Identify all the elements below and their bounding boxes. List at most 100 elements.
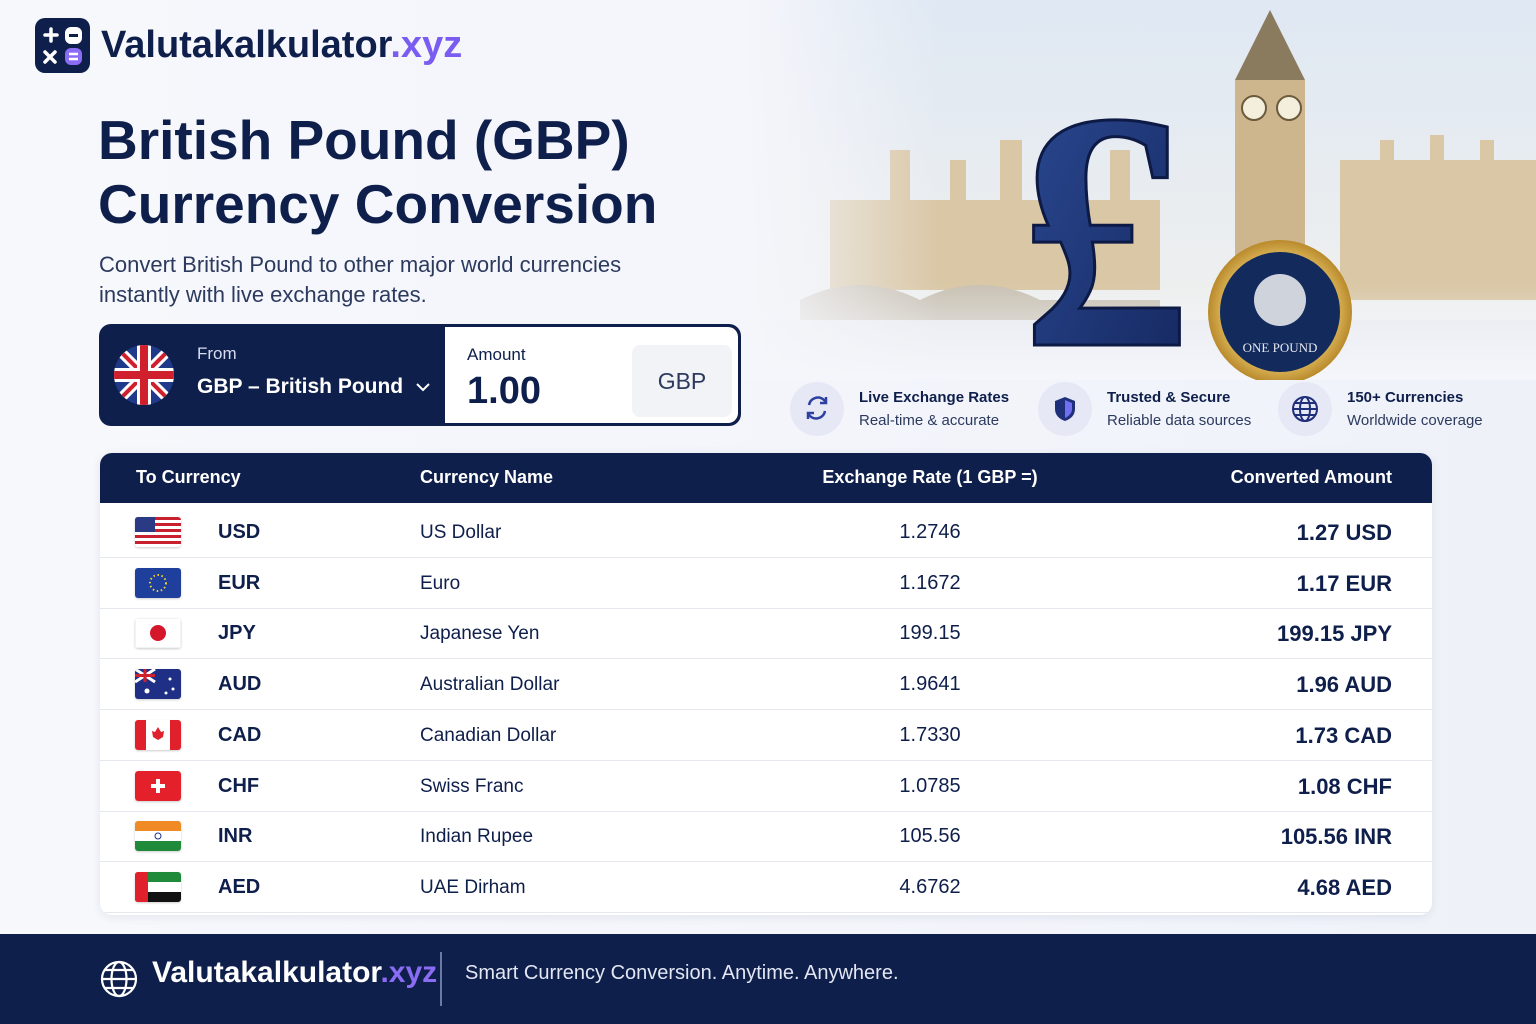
feature-title: 150+ Currencies	[1347, 389, 1464, 406]
converted-amount: 1.08 CHF	[1297, 773, 1392, 799]
globe-icon	[100, 960, 138, 998]
currency-code: AED	[218, 875, 261, 898]
from-label: From	[197, 344, 237, 363]
converted-amount: 105.56 INR	[1280, 824, 1392, 850]
currency-code: CAD	[218, 723, 262, 746]
currency-name: US Dollar	[420, 522, 502, 543]
currency-code: EUR	[218, 571, 261, 594]
column-header: Currency Name	[420, 467, 554, 487]
coin-text: ONE POUND	[1243, 340, 1318, 355]
flag-image	[135, 719, 181, 750]
fade	[740, 0, 1536, 380]
converted-amount: 4.68 AED	[1297, 874, 1392, 900]
column-header: Converted Amount	[1230, 467, 1392, 487]
converter: From GBP – British Pound Amount 1.00 GBP	[99, 324, 741, 426]
table-row: JPY Japanese Yen 199.15 199.15 JPY	[100, 608, 1432, 660]
amount-box[interactable]: Amount 1.00 GBP	[445, 327, 738, 423]
table-row: INR Indian Rupee 105.56 105.56 INR	[100, 811, 1432, 863]
exchange-rate: 105.56	[899, 825, 961, 848]
from-value: GBP – British Pound	[197, 375, 404, 398]
rates-table: To Currency Currency Name Exchange Rate (1…	[100, 453, 1432, 915]
converted-amount: 1.27 USD	[1296, 520, 1392, 545]
currency-code: AUD	[218, 673, 262, 696]
exchange-rate: 1.2746	[899, 521, 961, 543]
subtitle-line: Convert British Pound to other major wor…	[99, 252, 622, 277]
title-line: Currency Conversion	[98, 173, 658, 235]
exchange-rate: 1.7330	[899, 723, 961, 746]
feature-subtitle: Reliable data sources	[1107, 412, 1252, 429]
column-header: To Currency	[136, 467, 241, 487]
flag	[135, 719, 181, 750]
flag	[135, 821, 181, 852]
currency-code: JPY	[218, 622, 256, 645]
converted-amount: 1.96 AUD	[1296, 672, 1392, 698]
subtitle: Convert British Pound to other major wor…	[99, 250, 621, 310]
flag	[135, 770, 181, 801]
converted-amount: 199.15 JPY	[1277, 621, 1392, 647]
title-line: British Pound (GBP)	[98, 109, 630, 171]
converted-amount: 1.17 EUR	[1296, 570, 1392, 596]
table-header: To Currency Currency Name Exchange Rate (1…	[100, 453, 1432, 503]
flag	[134, 667, 181, 700]
hero-image: £ ONE POUND	[740, 0, 1536, 380]
currency-name: Japanese Yen	[420, 623, 540, 645]
logo-name: Valutakalkulator	[101, 24, 391, 66]
gb-flag	[114, 345, 174, 405]
amount-label: Amount	[467, 345, 526, 364]
flag-image	[135, 770, 181, 801]
currency-code: INR	[218, 825, 253, 848]
currency-code: USD	[218, 521, 261, 543]
chevron	[416, 383, 430, 392]
amount-value: 1.00	[467, 370, 541, 412]
divider	[440, 952, 442, 1006]
flag-image	[135, 871, 181, 902]
flag-image	[134, 667, 181, 700]
logo-text: Valutakalkulator.xyz	[101, 24, 462, 67]
feature-subtitle: Worldwide coverage	[1347, 412, 1483, 429]
column-header: Exchange Rate (1 GBP =)	[822, 467, 1038, 487]
exchange-rate: 4.6762	[899, 875, 961, 898]
logo-tld: .xyz	[390, 24, 463, 66]
pound-symbol: £	[1020, 42, 1190, 380]
footer-brand: Valutakalkulator.xyz	[152, 956, 437, 990]
currency-name: Indian Rupee	[420, 826, 534, 848]
exchange-rate: 1.0785	[899, 774, 961, 797]
icon	[1292, 396, 1318, 422]
feature-icon	[1278, 382, 1332, 436]
logo-icon	[35, 18, 90, 73]
exchange-rate: 1.1672	[899, 571, 961, 594]
flag-image	[134, 617, 182, 649]
currency-name: Canadian Dollar	[420, 724, 557, 746]
converted-amount: 1.73 CAD	[1295, 722, 1392, 748]
flag	[134, 617, 182, 649]
table-row: USD US Dollar 1.2746 1.27 USD	[100, 507, 1432, 558]
amount-currency: GBP	[632, 345, 732, 417]
flag-image	[135, 821, 181, 852]
exchange-rate: 1.9641	[899, 673, 961, 696]
flag	[135, 567, 181, 598]
footer-brand-name: Valutakalkulator	[152, 956, 381, 989]
feature-title: Trusted & Secure	[1107, 389, 1231, 406]
footer: Valutakalkulator.xyz Smart Currency Conv…	[0, 934, 1536, 1024]
currency-name: Swiss Franc	[420, 775, 524, 797]
exchange-rate: 199.15	[899, 622, 961, 645]
table-row: EUR Euro 1.1672 1.17 EUR	[100, 558, 1432, 609]
feature-icon	[1038, 382, 1092, 436]
footer-brand-tld: .xyz	[380, 956, 438, 989]
from-select[interactable]: GBP – British Pound	[197, 375, 431, 399]
flag-image	[135, 517, 181, 547]
feature-subtitle: Real-time & accurate	[859, 412, 1000, 429]
flag	[135, 871, 181, 902]
currency-name: Euro	[420, 572, 461, 594]
currency-name: UAE Dirham	[420, 876, 526, 898]
currency-name: Australian Dollar	[420, 674, 560, 696]
flag	[135, 517, 181, 547]
icon	[1055, 397, 1075, 421]
table-row: AED UAE Dirham 4.6762 4.68 AED	[100, 862, 1432, 913]
feature-title: Live Exchange Rates	[859, 389, 1010, 406]
table-row: CHF Swiss Franc 1.0785 1.08 CHF	[100, 761, 1432, 812]
table-row: AUD Australian Dollar 1.9641 1.96 AUD	[100, 659, 1432, 711]
feature-icon	[790, 382, 844, 436]
flag-image	[135, 567, 181, 598]
